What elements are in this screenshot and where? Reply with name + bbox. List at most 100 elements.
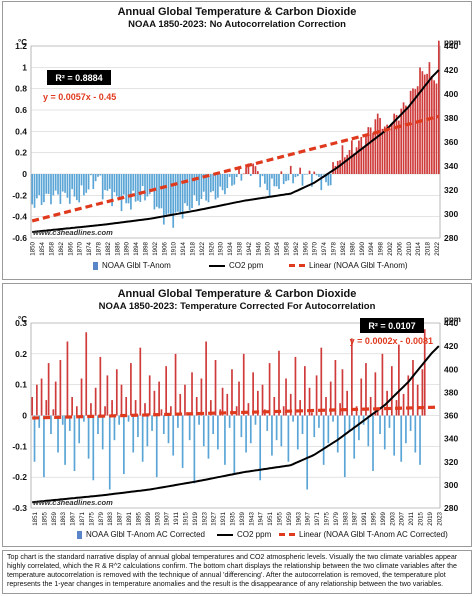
anomaly-bar [247,163,250,174]
x-tick-label: 1851 [32,511,39,525]
anomaly-bar [402,393,405,416]
x-tick-label: 1887 [117,511,124,525]
x-tick-label: 1894 [133,241,140,255]
x-tick-label: 1951 [267,511,274,525]
anomaly-bar [80,174,83,186]
anomaly-bar [365,363,367,416]
anomaly-bar [146,174,149,197]
anomaly-bar [78,174,81,203]
anomaly-bar [80,378,83,416]
anomaly-bar [390,124,393,174]
legend-swatch-line [217,533,233,536]
anomaly-bar [153,390,156,416]
anomaly-bar [395,114,398,174]
y-tick-label: 0.1 [15,380,27,390]
anomaly-bar [125,397,128,416]
x-tick-label: 1882 [105,241,112,255]
x-tick-label: 1946 [255,241,262,255]
anomaly-bar [322,174,325,175]
anomaly-bar [383,415,386,450]
anomaly-bar [285,378,287,416]
y2-tick-label: 440 [444,318,458,328]
anomaly-bar [332,415,334,422]
anomaly-bar [92,415,95,481]
anomaly-bar [343,157,346,174]
anomaly-bar [240,174,243,181]
anomaly-bar [108,415,111,490]
anomaly-bar [412,360,414,416]
anomaly-bar [275,174,278,187]
anomaly-bar [141,174,144,187]
anomaly-bar [351,338,353,416]
x-tick-label: 1974 [321,241,328,255]
x-tick-label: 1999 [380,511,387,525]
anomaly-bar [233,415,236,475]
x-tick-label: 1923 [201,511,208,525]
anomaly-bar [193,174,196,196]
anomaly-bar [97,174,99,177]
anomaly-bar [188,415,191,441]
anomaly-bar [409,415,412,431]
anomaly-bar [108,174,111,189]
anomaly-bar [148,174,151,195]
anomaly-bar [259,415,262,481]
x-tick-label: 1867 [70,511,77,525]
anomaly-bar [341,145,344,174]
anomaly-bar [400,108,403,174]
anomaly-bar [38,415,41,428]
x-tick-label: 1883 [107,511,114,525]
anomaly-bar [217,415,219,450]
anomaly-bar [177,415,179,428]
anomaly-bar [36,384,38,416]
anomaly-bar [40,174,43,205]
anomaly-bar [294,356,297,416]
anomaly-bar [141,415,144,462]
anomaly-bar [97,415,99,434]
y-tick-label: -0.2 [12,472,27,482]
x-tick-label: 1879 [98,511,105,525]
anomaly-bar [318,174,320,177]
anomaly-bar [214,360,217,416]
anomaly-bar [125,174,128,204]
anomaly-bar [303,366,306,416]
anomaly-bar [205,341,207,416]
x-tick-label: 2014 [415,241,422,255]
anomaly-bar [174,353,177,416]
anomaly-bar [299,400,301,416]
x-tick-label: 1898 [143,241,150,255]
x-tick-label: 2010 [406,241,413,255]
x-tick-label: 1927 [211,511,218,525]
legend-swatch-dash [289,264,305,267]
anomaly-bar [322,415,325,465]
anomaly-bar [252,163,254,174]
x-tick-label: 1970 [312,241,319,255]
legend-item-anomaly: NOAA Glbl T-Anom [93,261,171,270]
y-tick-label: 0.6 [15,105,27,115]
anomaly-bar [139,174,142,202]
anomaly-bar [59,174,62,204]
y2-axis-label: ppm [444,38,461,47]
anomaly-bar [31,397,34,416]
legend-swatch-line [209,264,225,267]
legend-swatch-bar [93,261,98,270]
anomaly-bar [146,415,149,447]
anomaly-bar [38,174,41,196]
anomaly-bar [390,366,393,416]
anomaly-bar [306,174,309,175]
x-tick-label: 1998 [378,241,385,255]
x-tick-label: 1979 [333,511,340,525]
anomaly-bar [170,174,172,216]
co2-line [32,69,440,233]
y2-tick-label: 340 [444,161,458,171]
anomaly-bar [83,174,85,196]
anomaly-bar [104,406,106,416]
anomaly-bar [94,387,97,416]
x-tick-label: 2007 [399,511,406,525]
anomaly-bar [325,174,327,183]
x-tick-label: 1990 [359,241,366,255]
anomaly-bar [329,174,332,186]
x-tick-label: 1994 [368,241,375,255]
anomaly-bar [193,415,196,484]
anomaly-bar [54,381,57,416]
y2-tick-label: 400 [444,89,458,99]
